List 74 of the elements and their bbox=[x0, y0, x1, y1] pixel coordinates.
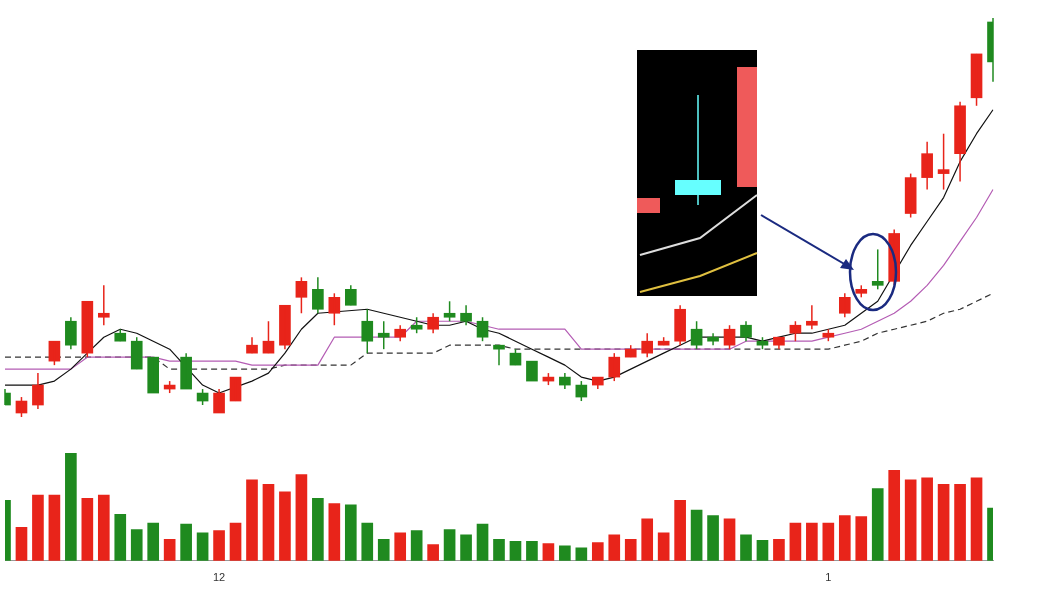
candlestick bbox=[130, 336, 143, 370]
bar bbox=[559, 545, 571, 561]
candlestick bbox=[493, 344, 505, 366]
bar bbox=[460, 534, 472, 561]
bar bbox=[344, 504, 357, 561]
bar bbox=[756, 539, 769, 561]
bar bbox=[246, 479, 258, 561]
bar bbox=[180, 523, 192, 561]
bar bbox=[855, 516, 868, 561]
bar bbox=[312, 497, 324, 561]
bar bbox=[921, 477, 933, 561]
bar bbox=[954, 483, 966, 561]
candlestick bbox=[871, 248, 884, 291]
bar bbox=[361, 522, 374, 561]
bar bbox=[904, 479, 917, 561]
bar bbox=[624, 538, 637, 561]
candlestick bbox=[937, 132, 950, 191]
bar bbox=[838, 515, 851, 561]
bar bbox=[147, 522, 160, 561]
candlestick bbox=[806, 304, 818, 330]
bar bbox=[97, 494, 110, 561]
bar bbox=[427, 544, 439, 561]
bar bbox=[493, 538, 505, 561]
bar bbox=[674, 500, 686, 561]
bar bbox=[806, 522, 818, 561]
bar bbox=[15, 527, 28, 561]
bar bbox=[213, 530, 225, 561]
x-tick-label: 1 bbox=[825, 571, 832, 584]
bar bbox=[114, 514, 127, 561]
bar bbox=[196, 532, 209, 561]
bar bbox=[707, 515, 719, 561]
bar bbox=[657, 532, 670, 561]
bar bbox=[32, 494, 44, 561]
bar bbox=[476, 523, 489, 561]
bar bbox=[888, 469, 901, 561]
bar bbox=[970, 477, 983, 561]
bar bbox=[48, 494, 61, 561]
candlestick bbox=[147, 356, 160, 394]
bar bbox=[608, 534, 621, 561]
bar bbox=[377, 538, 390, 561]
bar bbox=[723, 518, 736, 561]
candlestick bbox=[361, 308, 374, 354]
candlestick bbox=[608, 352, 621, 382]
bar bbox=[509, 541, 522, 561]
x-tick-label: 12 bbox=[212, 571, 226, 584]
bar bbox=[81, 497, 94, 561]
bar bbox=[443, 529, 456, 561]
bar bbox=[690, 509, 703, 561]
bar bbox=[279, 491, 291, 561]
bar bbox=[937, 483, 950, 561]
bar bbox=[526, 541, 538, 561]
candlestick bbox=[443, 300, 456, 322]
bar bbox=[822, 522, 835, 561]
bar bbox=[229, 522, 242, 561]
bar bbox=[295, 474, 308, 561]
candlestick bbox=[97, 284, 110, 326]
candlestick bbox=[526, 360, 538, 382]
bar bbox=[740, 534, 752, 561]
bar bbox=[871, 488, 884, 561]
bar bbox=[163, 538, 176, 561]
bar bbox=[773, 538, 785, 561]
candlestick bbox=[229, 376, 242, 402]
bar bbox=[641, 518, 654, 561]
bar bbox=[328, 503, 341, 561]
bar bbox=[410, 530, 423, 561]
bar bbox=[262, 483, 275, 561]
bar bbox=[394, 532, 407, 561]
candlestick bbox=[707, 332, 719, 346]
bar bbox=[130, 529, 143, 561]
bar bbox=[542, 543, 555, 561]
candlestick bbox=[377, 320, 390, 350]
bar bbox=[65, 453, 77, 561]
bar bbox=[789, 522, 802, 561]
bar bbox=[591, 542, 604, 561]
